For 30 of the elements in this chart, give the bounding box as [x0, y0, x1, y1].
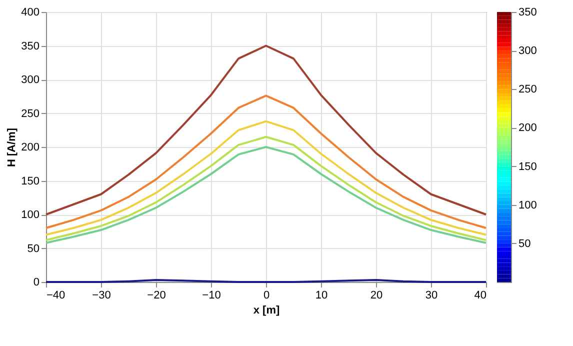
y-tick-label: 300 — [21, 74, 40, 86]
y-tick-label: 400 — [21, 6, 40, 18]
y-tick-label: 200 — [21, 142, 40, 154]
y-tick-label: 350 — [21, 40, 40, 52]
y-axis-title: H [A/m] — [6, 128, 18, 168]
color-bar-label: 100 — [518, 199, 537, 212]
x-tick-label: −10 — [202, 290, 221, 302]
color-bar-label: 150 — [518, 160, 537, 173]
color-bar-label: 300 — [518, 45, 537, 58]
y-tick-label: 150 — [21, 175, 40, 188]
x-tick-label: 20 — [370, 290, 383, 302]
x-tick-label: −20 — [147, 290, 166, 302]
color-bar-label: 200 — [518, 122, 537, 134]
y-tick-label: 50 — [27, 242, 40, 255]
x-tick-label: 30 — [425, 290, 438, 302]
line-series — [45, 94, 487, 229]
x-tick-label: −30 — [92, 290, 111, 302]
y-tick-label: 250 — [21, 108, 40, 120]
x-axis-title: x [m] — [253, 304, 280, 316]
y-tick-label: 100 — [21, 209, 40, 221]
x-tick-label: 10 — [315, 290, 328, 302]
x-tick-label: 0 — [263, 290, 270, 302]
y-tick-label: 0 — [33, 276, 40, 288]
line-series — [45, 120, 487, 236]
color-bar-label: 50 — [518, 238, 531, 250]
x-tick-label: −40 — [46, 290, 66, 302]
color-bar-label: 250 — [518, 84, 537, 96]
x-tick-label: 40 — [474, 290, 486, 302]
color-bar-label: 350 — [518, 6, 537, 18]
line-series — [45, 44, 487, 216]
